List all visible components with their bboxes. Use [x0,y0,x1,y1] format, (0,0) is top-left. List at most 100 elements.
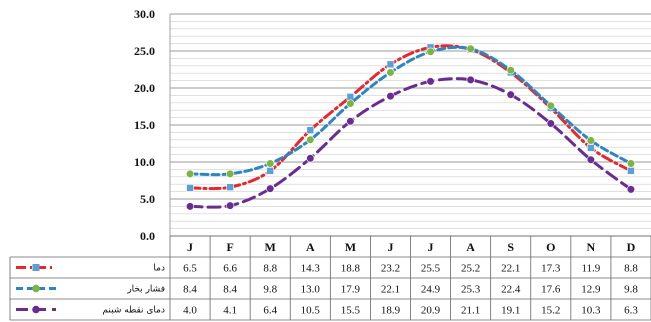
legend-key-marker [32,284,40,293]
table-cell-value: 14.3 [301,263,321,275]
table-cell-value: 15.2 [541,305,560,317]
category-label: M [265,240,276,254]
series-point-2 [546,101,555,110]
table-cell-value: 22.1 [381,284,400,296]
table-cell-value: 24.9 [421,284,441,296]
table-cell-value: 4.0 [183,305,197,317]
table-cell-value: 22.1 [501,263,520,275]
table-cell-value: 8.4 [183,284,197,296]
gridlines [169,13,651,237]
series-point-3 [466,75,475,84]
table-cell-value: 25.2 [461,263,480,275]
series-point-3 [546,119,555,128]
table-cell-value: 6.5 [183,263,197,275]
table-cell-value: 8.4 [223,284,237,296]
table-cell-value: 6.3 [624,305,638,317]
series-point-3 [266,184,275,193]
category-label: M [345,240,356,254]
series-point-3 [226,201,235,210]
series-point-3 [626,185,636,194]
series-point-1 [226,183,234,191]
table-cell-value: 18.8 [341,263,361,275]
table-cell-value: 10.3 [581,305,601,317]
category-label: O [546,240,555,254]
series-point-3 [586,155,595,164]
series-point-2 [626,159,636,168]
y-axis-tick-labels: 0.0 5.0 10.0 15.0 20.0 25.0 30.0 [134,7,155,243]
series-point-1 [587,144,595,152]
table-cell-value: 13.0 [301,284,321,296]
category-label: J [387,240,393,254]
series-lines [185,43,636,211]
series-point-1 [346,93,355,101]
category-label: F [226,240,233,254]
table-cell-value: 25.5 [421,263,441,275]
y-tick-label: 15.0 [134,118,155,132]
series-point-3 [185,202,195,211]
category-label: N [587,240,596,254]
legend-key-marker [32,264,40,271]
legend-key-marker [32,305,40,314]
legend-label: دمای نقطه شبنم [102,306,165,316]
category-label: A [466,240,475,254]
table-cell-value: 9.8 [263,284,277,296]
table-cell-value: 6.6 [223,263,237,275]
category-label: J [428,240,434,254]
series-point-2 [586,136,595,145]
series-point-1 [627,167,635,175]
series-line-3 [188,77,633,209]
series-point-1 [186,184,194,192]
series-point-3 [506,90,515,99]
table-cell-value: 17.9 [341,284,361,296]
table-cell-value: 6.4 [263,305,277,317]
table-cell-value: 19.1 [501,305,520,317]
y-tick-label: 5.0 [140,192,155,206]
y-tick-label: 20.0 [134,81,155,95]
legend-label: دما [153,264,165,274]
table-cell-value: 9.8 [624,284,638,296]
series-point-2 [226,169,235,178]
series-point-2 [185,169,195,178]
category-label: S [507,240,514,254]
series-point-2 [346,99,355,108]
table-cell-value: 21.1 [461,305,480,317]
series-point-3 [346,117,355,126]
y-tick-label: 25.0 [134,44,155,58]
table-cell-value: 20.9 [421,305,441,317]
category-label: J [187,240,193,254]
legend-label: فشار بخار [126,285,165,295]
table-cell-value: 11.9 [581,263,600,275]
series-point-2 [426,47,435,56]
series-point-3 [306,154,315,163]
table-cell-value: 17.6 [541,284,561,296]
category-label: D [627,240,636,254]
series-point-2 [506,66,515,75]
series-point-2 [466,44,475,53]
table-cell-value: 12.9 [581,284,601,296]
series-point-2 [386,68,395,77]
series-point-1 [386,60,395,69]
table-cell-value: 8.8 [263,263,277,275]
table-cell-value: 25.3 [461,284,481,296]
y-tick-label: 10.0 [134,155,155,169]
table-cell-value: 8.8 [624,263,638,275]
series-point-3 [386,92,395,101]
table-cell-value: 22.4 [501,284,521,296]
series-point-2 [306,135,315,144]
series-point-3 [426,77,435,86]
table-cell-value: 23.2 [381,263,400,275]
table-cell-value: 10.5 [301,305,321,317]
series-point-1 [306,126,315,134]
table-cell-value: 18.9 [381,305,401,317]
category-label: A [306,240,315,254]
data-table: J F M A M J J A S O N D دما 6.5 6.6 8.8 14.3 18.8 23.2 25.5… [9,235,651,321]
y-tick-label: 0.0 [140,229,155,243]
table-cell-value: 15.5 [341,305,361,317]
y-tick-label: 30.0 [134,7,155,21]
table-cell-value: 17.3 [541,263,561,275]
series-point-1 [266,167,275,175]
table-cell-value: 4.1 [223,305,237,317]
series-point-2 [266,159,275,168]
series-line-2 [188,45,633,177]
